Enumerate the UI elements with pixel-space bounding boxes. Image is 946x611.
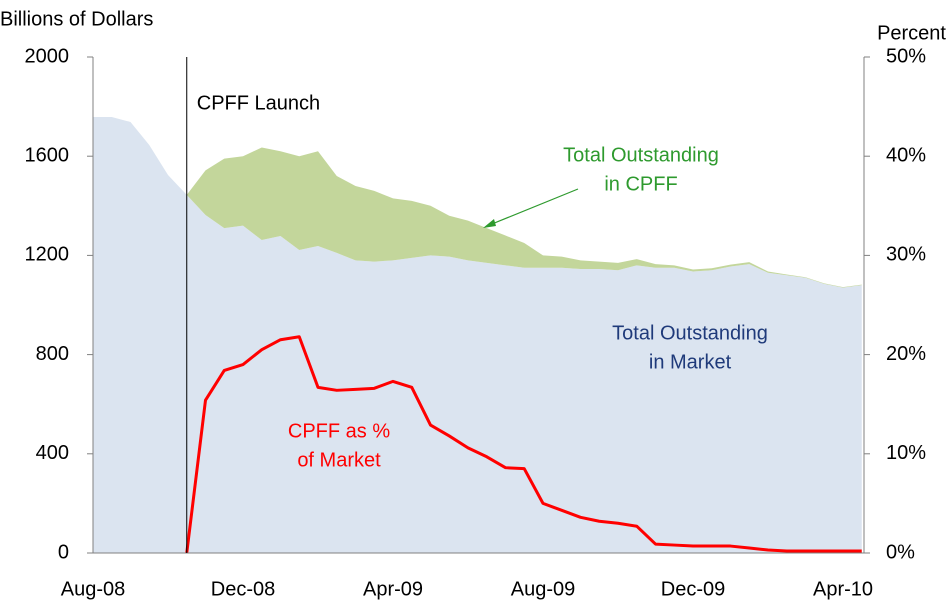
- y2-tick-label: 50%: [886, 45, 926, 67]
- area: [186, 147, 862, 288]
- x-tick-label: Aug-09: [511, 578, 576, 600]
- y2-tick-label: 20%: [886, 343, 926, 365]
- series-label: in Market: [649, 351, 732, 373]
- series-label: Total Outstanding: [612, 322, 768, 344]
- series-label: Total Outstanding: [563, 144, 719, 166]
- y-tick-label: 2000: [25, 45, 70, 67]
- x-tick-label: Apr-09: [363, 578, 423, 600]
- plot-layer: [93, 117, 862, 554]
- y-tick-label: 400: [36, 442, 69, 464]
- y2-tick-label: 30%: [886, 244, 926, 266]
- x-tick-label: Aug-08: [61, 578, 126, 600]
- line: [185, 335, 862, 554]
- annotation: CPFF Launch: [197, 92, 320, 114]
- y2-tick-label: 0%: [886, 541, 915, 563]
- x-tick-label: Dec-08: [211, 578, 275, 600]
- y2-tick-label: 40%: [886, 144, 926, 166]
- y-tick-label: 1200: [25, 244, 70, 266]
- series-label: in CPFF: [604, 173, 677, 195]
- y-axis-title: Billions of Dollars: [0, 8, 153, 30]
- label-arrowhead: [483, 219, 496, 228]
- y-tick-label: 0: [58, 541, 69, 563]
- y-tick-label: 1600: [25, 144, 70, 166]
- y2-tick-label: 10%: [886, 442, 926, 464]
- y-tick-label: 800: [36, 343, 69, 365]
- area: [93, 117, 862, 554]
- series-label: CPFF as %: [288, 420, 390, 442]
- series-label: of Market: [297, 449, 381, 471]
- x-tick-label: Dec-09: [661, 578, 725, 600]
- y2-axis-title: Percent: [877, 22, 946, 44]
- label-arrow: [486, 188, 579, 227]
- x-tick-label: Apr-10: [813, 578, 873, 600]
